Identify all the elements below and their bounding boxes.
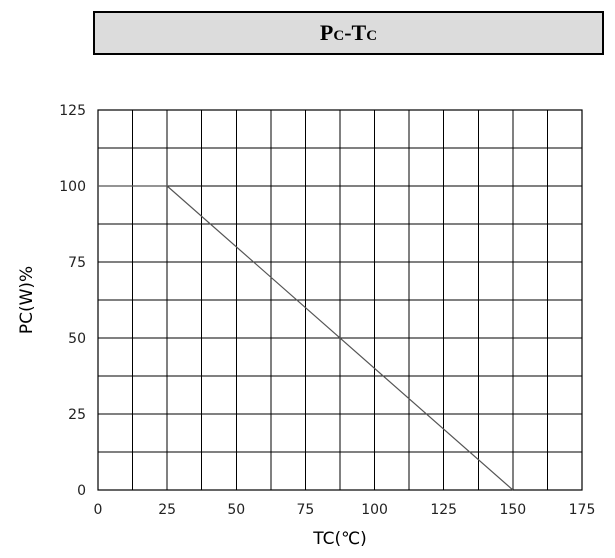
y-axis-title: PC(W)%: [17, 266, 37, 334]
y-tick-label: 75: [68, 255, 86, 271]
series-line: [98, 185, 514, 491]
x-tick-label: 100: [361, 502, 388, 518]
x-tick-label: 175: [569, 502, 596, 518]
grid-layer: [97, 109, 583, 491]
x-axis-title: TC(℃): [312, 529, 367, 549]
x-tick-label: 150: [499, 502, 526, 518]
series-layer: [98, 185, 514, 491]
x-tick-label: 25: [158, 502, 176, 518]
x-tick-label: 50: [227, 502, 245, 518]
tick-layer: 0 25 50 75 100 125 150 175 0 25 50 75 100 125: [59, 103, 595, 518]
y-tick-label: 100: [59, 179, 86, 195]
x-tick-label: 125: [430, 502, 457, 518]
chart-title-box: PC-TC: [93, 11, 604, 55]
chart-title: PC-TC: [319, 20, 378, 45]
y-tick-label: 0: [77, 483, 86, 499]
y-tick-label: 50: [68, 331, 86, 347]
x-tick-label: 0: [94, 502, 103, 518]
plot-frame: [97, 109, 583, 491]
y-tick-label: 25: [68, 407, 86, 423]
x-tick-label: 75: [297, 502, 315, 518]
y-tick-label: 125: [59, 103, 86, 119]
